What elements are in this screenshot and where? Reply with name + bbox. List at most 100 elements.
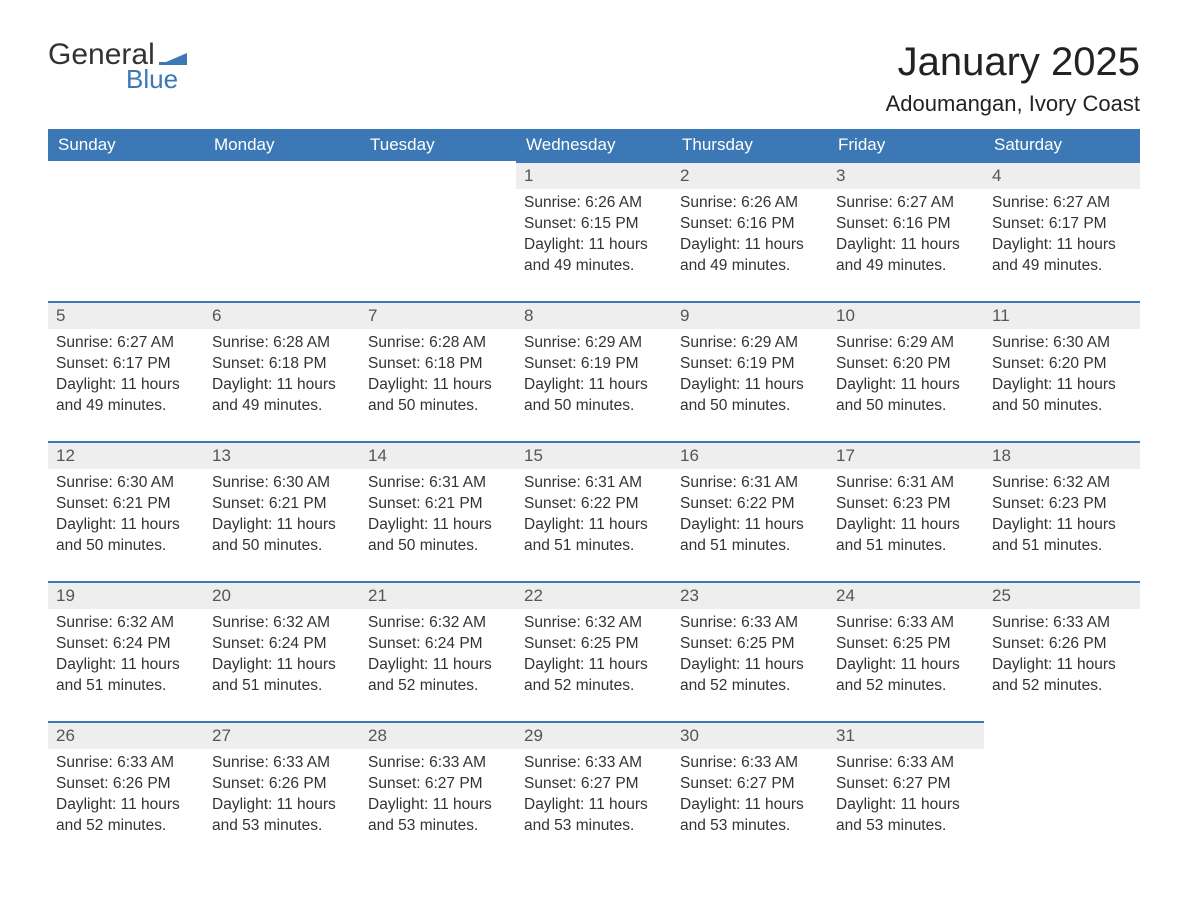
- daylight-text: Daylight: 11 hours and 51 minutes.: [56, 655, 196, 697]
- calendar-day-cell: 1 Sunrise: 6:26 AMSunset: 6:15 PMDaylight…: [516, 161, 672, 301]
- day-number: 1: [516, 161, 672, 189]
- day-number: 30: [672, 721, 828, 749]
- sunset-text: Sunset: 6:15 PM: [524, 214, 664, 235]
- sunset-text: Sunset: 6:20 PM: [836, 354, 976, 375]
- day-details: Sunrise: 6:30 AMSunset: 6:20 PMDaylight:…: [984, 329, 1140, 425]
- sunrise-text: Sunrise: 6:27 AM: [992, 193, 1132, 214]
- calendar-day-cell: 7Sunrise: 6:28 AMSunset: 6:18 PMDaylight…: [360, 301, 516, 441]
- calendar-day-cell: 2Sunrise: 6:26 AMSunset: 6:16 PMDaylight…: [672, 161, 828, 301]
- day-number: 29: [516, 721, 672, 749]
- sunset-text: Sunset: 6:19 PM: [680, 354, 820, 375]
- day-details: Sunrise: 6:31 AMSunset: 6:21 PMDaylight:…: [360, 469, 516, 565]
- day-details: Sunrise: 6:33 AMSunset: 6:27 PMDaylight:…: [828, 749, 984, 845]
- calendar-table: SundayMondayTuesdayWednesdayThursdayFrid…: [48, 129, 1140, 861]
- day-of-week-row: SundayMondayTuesdayWednesdayThursdayFrid…: [48, 129, 1140, 161]
- day-number: 16: [672, 441, 828, 469]
- calendar-day-cell: 30Sunrise: 6:33 AMSunset: 6:27 PMDayligh…: [672, 721, 828, 861]
- sunrise-text: Sunrise: 6:30 AM: [992, 333, 1132, 354]
- calendar-day-cell: 25Sunrise: 6:33 AMSunset: 6:26 PMDayligh…: [984, 581, 1140, 721]
- daylight-text: Daylight: 11 hours and 49 minutes.: [524, 235, 664, 277]
- sunrise-text: Sunrise: 6:26 AM: [680, 193, 820, 214]
- day-number: 25: [984, 581, 1140, 609]
- sunrise-text: Sunrise: 6:29 AM: [836, 333, 976, 354]
- calendar-day-cell: 23Sunrise: 6:33 AMSunset: 6:25 PMDayligh…: [672, 581, 828, 721]
- sunrise-text: Sunrise: 6:31 AM: [836, 473, 976, 494]
- day-of-week-header: Thursday: [672, 129, 828, 161]
- calendar-day-cell: 14Sunrise: 6:31 AMSunset: 6:21 PMDayligh…: [360, 441, 516, 581]
- sunrise-text: Sunrise: 6:33 AM: [368, 753, 508, 774]
- daylight-text: Daylight: 11 hours and 49 minutes.: [212, 375, 352, 417]
- daylight-text: Daylight: 11 hours and 51 minutes.: [680, 515, 820, 557]
- day-number: 22: [516, 581, 672, 609]
- calendar-week-row: 1Sunrise: 6:26 AMSunset: 6:15 PMDaylight…: [48, 161, 1140, 301]
- sunset-text: Sunset: 6:24 PM: [212, 634, 352, 655]
- daylight-text: Daylight: 11 hours and 52 minutes.: [992, 655, 1132, 697]
- sunrise-text: Sunrise: 6:33 AM: [680, 613, 820, 634]
- day-number: 18: [984, 441, 1140, 469]
- calendar-day-cell: 8Sunrise: 6:29 AMSunset: 6:19 PMDaylight…: [516, 301, 672, 441]
- day-details: Sunrise: 6:26 AMSunset: 6:16 PMDaylight:…: [672, 189, 828, 285]
- daylight-text: Daylight: 11 hours and 53 minutes.: [368, 795, 508, 837]
- calendar-day-cell: 3Sunrise: 6:27 AMSunset: 6:16 PMDaylight…: [828, 161, 984, 301]
- daylight-text: Daylight: 11 hours and 50 minutes.: [680, 375, 820, 417]
- calendar-day-cell: 28Sunrise: 6:33 AMSunset: 6:27 PMDayligh…: [360, 721, 516, 861]
- logo-text-blue: Blue: [126, 66, 187, 92]
- calendar-day-cell: 20Sunrise: 6:32 AMSunset: 6:24 PMDayligh…: [204, 581, 360, 721]
- day-details: Sunrise: 6:31 AMSunset: 6:23 PMDaylight:…: [828, 469, 984, 565]
- calendar-day-cell: 15Sunrise: 6:31 AMSunset: 6:22 PMDayligh…: [516, 441, 672, 581]
- sunrise-text: Sunrise: 6:30 AM: [212, 473, 352, 494]
- calendar-day-cell: 19Sunrise: 6:32 AMSunset: 6:24 PMDayligh…: [48, 581, 204, 721]
- daylight-text: Daylight: 11 hours and 51 minutes.: [212, 655, 352, 697]
- day-number: 26: [48, 721, 204, 749]
- sunrise-text: Sunrise: 6:26 AM: [524, 193, 664, 214]
- day-number: 20: [204, 581, 360, 609]
- calendar-day-cell: [360, 161, 516, 301]
- sunset-text: Sunset: 6:16 PM: [836, 214, 976, 235]
- day-details: Sunrise: 6:27 AMSunset: 6:16 PMDaylight:…: [828, 189, 984, 285]
- calendar-day-cell: 24Sunrise: 6:33 AMSunset: 6:25 PMDayligh…: [828, 581, 984, 721]
- day-details: Sunrise: 6:27 AMSunset: 6:17 PMDaylight:…: [48, 329, 204, 425]
- sunrise-text: Sunrise: 6:29 AM: [680, 333, 820, 354]
- day-details: Sunrise: 6:31 AMSunset: 6:22 PMDaylight:…: [516, 469, 672, 565]
- sunrise-text: Sunrise: 6:32 AM: [524, 613, 664, 634]
- sunset-text: Sunset: 6:22 PM: [680, 494, 820, 515]
- day-of-week-header: Sunday: [48, 129, 204, 161]
- day-number: 9: [672, 301, 828, 329]
- daylight-text: Daylight: 11 hours and 50 minutes.: [368, 515, 508, 557]
- calendar-day-cell: 17Sunrise: 6:31 AMSunset: 6:23 PMDayligh…: [828, 441, 984, 581]
- daylight-text: Daylight: 11 hours and 52 minutes.: [524, 655, 664, 697]
- day-details: Sunrise: 6:32 AMSunset: 6:24 PMDaylight:…: [204, 609, 360, 705]
- daylight-text: Daylight: 11 hours and 50 minutes.: [992, 375, 1132, 417]
- logo-flag-icon: [159, 45, 187, 65]
- sunset-text: Sunset: 6:27 PM: [836, 774, 976, 795]
- sunrise-text: Sunrise: 6:33 AM: [56, 753, 196, 774]
- month-title: January 2025: [886, 40, 1140, 85]
- sunrise-text: Sunrise: 6:28 AM: [212, 333, 352, 354]
- day-details: Sunrise: 6:32 AMSunset: 6:23 PMDaylight:…: [984, 469, 1140, 565]
- calendar-day-cell: 5Sunrise: 6:27 AMSunset: 6:17 PMDaylight…: [48, 301, 204, 441]
- day-number: 23: [672, 581, 828, 609]
- sunset-text: Sunset: 6:27 PM: [680, 774, 820, 795]
- daylight-text: Daylight: 11 hours and 49 minutes.: [680, 235, 820, 277]
- calendar-day-cell: 21Sunrise: 6:32 AMSunset: 6:24 PMDayligh…: [360, 581, 516, 721]
- day-number: 13: [204, 441, 360, 469]
- day-number: 24: [828, 581, 984, 609]
- page-header: General Blue January 2025 Adoumangan, Iv…: [48, 40, 1140, 117]
- sunrise-text: Sunrise: 6:27 AM: [56, 333, 196, 354]
- sunset-text: Sunset: 6:17 PM: [56, 354, 196, 375]
- daylight-text: Daylight: 11 hours and 53 minutes.: [680, 795, 820, 837]
- calendar-body: 1Sunrise: 6:26 AMSunset: 6:15 PMDaylight…: [48, 161, 1140, 861]
- daylight-text: Daylight: 11 hours and 51 minutes.: [992, 515, 1132, 557]
- day-number: 7: [360, 301, 516, 329]
- sunset-text: Sunset: 6:26 PM: [56, 774, 196, 795]
- day-number: 12: [48, 441, 204, 469]
- day-number: 31: [828, 721, 984, 749]
- day-details: Sunrise: 6:30 AMSunset: 6:21 PMDaylight:…: [204, 469, 360, 565]
- sunset-text: Sunset: 6:21 PM: [368, 494, 508, 515]
- sunrise-text: Sunrise: 6:33 AM: [836, 613, 976, 634]
- day-number: 5: [48, 301, 204, 329]
- sunset-text: Sunset: 6:23 PM: [992, 494, 1132, 515]
- daylight-text: Daylight: 11 hours and 52 minutes.: [836, 655, 976, 697]
- sunrise-text: Sunrise: 6:32 AM: [368, 613, 508, 634]
- day-number: 17: [828, 441, 984, 469]
